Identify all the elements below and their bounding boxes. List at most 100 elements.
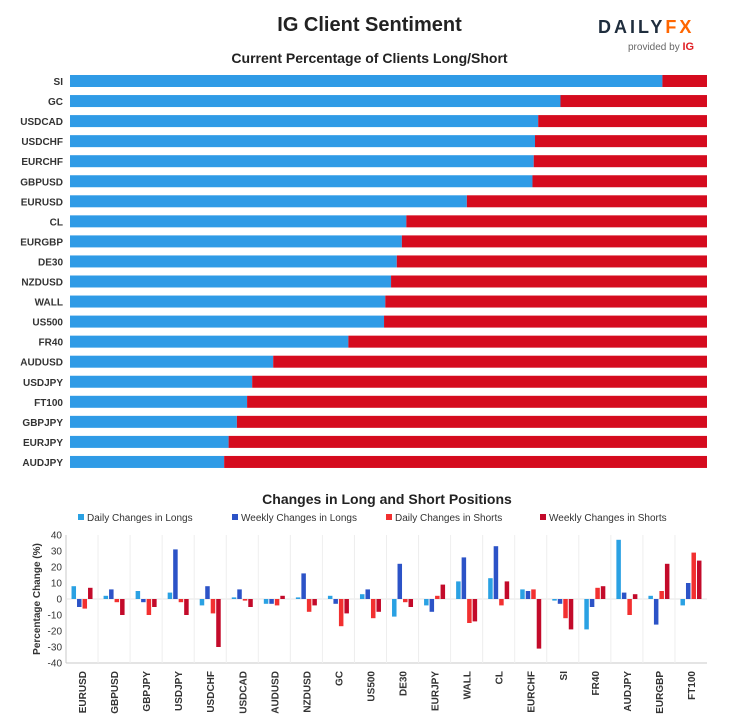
long-percentage-bar — [70, 435, 229, 448]
x-category-label: AUDJPY — [623, 671, 634, 712]
long-percentage-bar — [70, 395, 248, 408]
daily-shorts-bar — [467, 599, 472, 623]
y-tick-label: -10 — [48, 611, 63, 622]
sentiment-category-label: AUDUSD — [20, 358, 63, 369]
weekly-longs-bar — [493, 546, 499, 599]
daily-shorts-bar — [531, 589, 536, 599]
x-category-label: DE30 — [399, 671, 410, 696]
daily-shorts-bar — [178, 599, 184, 603]
y-tick-label: -30 — [48, 643, 63, 654]
weekly-shorts-bar — [216, 599, 221, 647]
daily-shorts-bar — [403, 599, 408, 603]
short-percentage-bar — [396, 255, 707, 268]
long-percentage-bar — [70, 295, 386, 308]
sentiment-category-label: USDCHF — [21, 137, 63, 148]
long-percentage-bar — [70, 175, 533, 188]
daily-shorts-bar — [338, 599, 344, 627]
legend-swatch — [540, 514, 546, 520]
daily-longs-bar — [424, 599, 429, 606]
sentiment-category-label: EURUSD — [21, 197, 63, 208]
weekly-longs-bar — [397, 563, 403, 599]
weekly-shorts-bar — [408, 599, 414, 607]
x-category-label: EURGBP — [655, 671, 666, 714]
short-percentage-bar — [406, 215, 707, 228]
weekly-longs-bar — [685, 583, 691, 599]
daily-longs-bar — [167, 592, 173, 599]
short-percentage-bar — [228, 435, 707, 448]
sentiment-category-label: SI — [54, 77, 64, 88]
x-category-label: GBPJPY — [142, 671, 153, 712]
weekly-shorts-bar — [248, 599, 253, 607]
x-category-label: SI — [559, 671, 570, 681]
weekly-longs-bar — [173, 549, 178, 599]
short-percentage-bar — [535, 135, 707, 148]
x-category-label: AUDUSD — [270, 671, 281, 714]
short-percentage-bar — [247, 395, 707, 408]
weekly-shorts-bar — [536, 599, 542, 649]
sentiment-category-label: GC — [48, 97, 63, 108]
y-tick-label: 30 — [51, 547, 63, 558]
x-category-label: FR40 — [591, 671, 602, 696]
weekly-longs-bar — [205, 586, 210, 599]
daily-shorts-bar — [563, 599, 568, 619]
x-category-label: NZDUSD — [302, 671, 313, 713]
weekly-shorts-bar — [696, 560, 702, 599]
long-percentage-bar — [70, 275, 392, 288]
short-percentage-bar — [533, 155, 707, 168]
daily-longs-bar — [616, 539, 621, 599]
sentiment-category-label: CL — [50, 217, 63, 228]
daily-shorts-bar — [499, 599, 504, 606]
daily-longs-bar — [552, 599, 557, 601]
long-percentage-bar — [70, 375, 253, 388]
weekly-shorts-bar — [440, 584, 446, 599]
weekly-shorts-bar — [152, 599, 157, 607]
daily-longs-bar — [648, 595, 653, 599]
weekly-shorts-bar — [376, 599, 381, 612]
sentiment-category-label: DE30 — [38, 257, 63, 268]
legend-swatch — [78, 514, 84, 520]
y-axis-label: Percentage Change (%) — [32, 543, 43, 655]
sentiment-category-label: WALL — [35, 298, 63, 309]
daily-longs-bar — [263, 599, 269, 604]
short-percentage-bar — [401, 235, 707, 248]
daily-longs-bar — [231, 597, 237, 599]
y-tick-label: 10 — [51, 579, 63, 590]
daily-longs-bar — [135, 591, 141, 599]
daily-longs-bar — [199, 599, 205, 606]
sentiment-category-label: EURGBP — [20, 237, 63, 248]
short-percentage-bar — [560, 95, 707, 108]
weekly-shorts-bar — [568, 599, 574, 630]
legend-swatch — [386, 514, 392, 520]
long-percentage-bar — [70, 215, 407, 228]
long-percentage-bar — [70, 135, 536, 148]
weekly-shorts-bar — [184, 599, 189, 615]
weekly-shorts-bar — [88, 587, 93, 599]
short-percentage-bar — [662, 75, 707, 87]
long-percentage-bar — [70, 115, 539, 128]
long-percentage-bar — [70, 315, 385, 328]
legend-swatch — [232, 514, 238, 520]
weekly-shorts-bar — [312, 599, 317, 606]
long-percentage-bar — [70, 355, 274, 368]
daily-shorts-bar — [595, 587, 600, 599]
daily-shorts-bar — [435, 595, 440, 599]
sentiment-category-label: EURCHF — [21, 157, 63, 168]
legend-label: Daily Changes in Longs — [87, 513, 193, 524]
logo-primary: DAILY — [598, 17, 666, 37]
daily-shorts-bar — [114, 599, 120, 603]
weekly-longs-bar — [621, 592, 627, 599]
daily-shorts-bar — [242, 599, 248, 601]
weekly-longs-bar — [365, 589, 370, 599]
weekly-shorts-bar — [600, 586, 606, 599]
sentiment-category-label: GBPUSD — [20, 177, 63, 188]
sentiment-category-label: USDJPY — [23, 378, 63, 389]
long-percentage-bar — [70, 235, 402, 248]
sentiment-category-label: US500 — [32, 318, 63, 329]
short-percentage-bar — [252, 375, 707, 388]
weekly-longs-bar — [109, 589, 114, 599]
weekly-shorts-bar — [344, 599, 349, 614]
daily-longs-bar — [584, 599, 589, 630]
legend-label: Weekly Changes in Shorts — [549, 513, 667, 524]
y-tick-label: -20 — [48, 627, 63, 638]
x-category-label: EURJPY — [431, 671, 442, 711]
